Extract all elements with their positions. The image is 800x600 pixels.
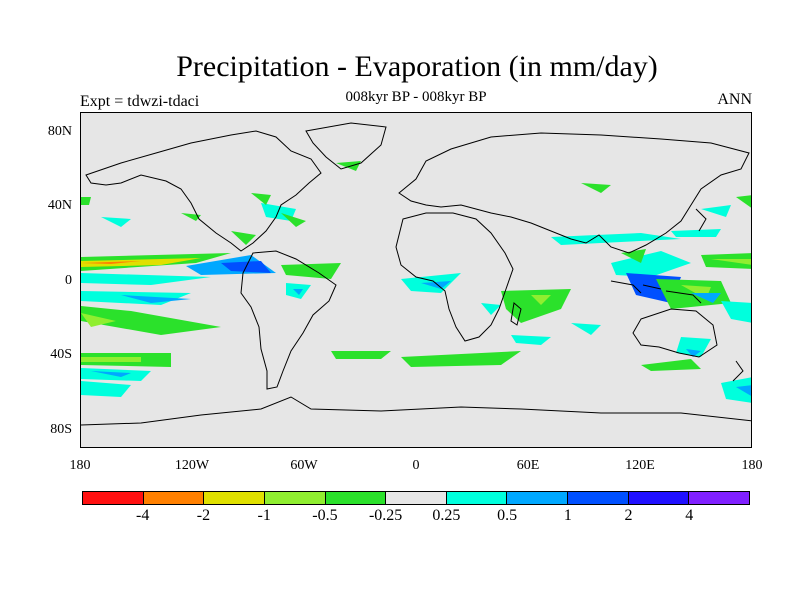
anomaly-patch — [91, 371, 131, 377]
anomaly-patch — [81, 306, 221, 335]
anomaly-patch — [121, 295, 191, 303]
colorbar-label: 1 — [563, 507, 572, 524]
anomaly-patch — [281, 213, 306, 227]
coastline-south-america — [240, 250, 337, 390]
anomaly-patch — [81, 313, 116, 327]
lon-label-0: 0 — [412, 458, 420, 473]
experiment-label: Expt = tdwzi-tdaci — [80, 93, 200, 110]
anomaly-patch — [501, 289, 571, 323]
lat-label-40n: 40N — [47, 198, 72, 213]
anomaly-patch — [481, 303, 501, 315]
coastline-new-zealand — [732, 360, 744, 382]
coastline-australia — [632, 308, 718, 358]
anomaly-patch — [81, 273, 211, 285]
anomaly-patch — [571, 323, 601, 335]
colorbar-segment — [568, 492, 629, 504]
coastline-indonesia — [610, 280, 702, 304]
colorbar-segment — [507, 492, 569, 504]
lon-label-180w: 180 — [69, 458, 91, 473]
anomaly-patch — [736, 385, 751, 396]
anomaly-patch — [421, 281, 451, 289]
anomaly-patch — [641, 359, 701, 371]
colorbar-segment — [264, 492, 326, 504]
coastline-japan — [695, 208, 707, 232]
chart-title: Precipitation - Evaporation (in mm/day) — [176, 50, 658, 83]
anomaly-patch — [686, 349, 701, 357]
colorbar-segment — [689, 492, 750, 504]
anomaly-patch — [81, 381, 131, 397]
anomaly-patch — [293, 289, 303, 295]
anomaly-patch — [721, 301, 751, 323]
lat-label-40s: 40S — [50, 347, 72, 362]
coastline-greenland — [305, 122, 387, 170]
anomaly-patch — [736, 195, 751, 208]
map-plot — [80, 112, 752, 448]
lon-label-60e: 60E — [516, 458, 540, 473]
colorbar-label: 4 — [685, 507, 694, 524]
colorbar-label: -2 — [196, 507, 211, 524]
colorbar-label: -1 — [257, 507, 271, 524]
colorbar-segment — [325, 492, 387, 504]
season-label: ANN — [717, 91, 752, 108]
colorbar-label: 0.5 — [497, 507, 518, 524]
anomaly-patch — [81, 261, 141, 264]
anomaly-patch — [81, 258, 201, 267]
anomaly-patch — [81, 357, 141, 362]
lat-label-80n: 80N — [47, 124, 72, 139]
coastline-eurasia — [398, 132, 750, 254]
world-map — [81, 122, 751, 426]
anomaly-patch — [331, 351, 391, 359]
colorbar-label: 2 — [624, 507, 633, 524]
colorbar-label: 0.25 — [432, 507, 461, 524]
colorbar-label: -4 — [136, 507, 150, 524]
anomaly-patch — [231, 231, 256, 245]
colorbar-segment — [83, 492, 144, 504]
anomaly-patch — [251, 193, 271, 205]
anomaly-patch — [611, 251, 691, 277]
colorbar-segment — [386, 492, 447, 504]
anomaly-patch — [336, 161, 361, 171]
lon-label-60w: 60W — [290, 458, 318, 473]
anomaly-patch — [581, 183, 611, 193]
lat-label-80s: 80S — [50, 422, 72, 437]
anomaly-patch — [531, 295, 551, 305]
coastline-antarctica — [81, 396, 751, 426]
anomaly-patch — [81, 197, 91, 205]
anomaly-patch — [101, 217, 131, 227]
coastline-north-america — [85, 130, 322, 252]
anomaly-patch — [711, 259, 751, 265]
anomaly-patch — [181, 213, 201, 221]
coastline-africa — [395, 212, 514, 342]
anomaly-patch — [511, 335, 551, 345]
anomaly-fields — [81, 161, 751, 403]
anomaly-patch — [281, 263, 341, 279]
coastline-madagascar — [510, 302, 522, 326]
anomaly-patch — [691, 293, 721, 303]
lon-label-180e: 180 — [741, 458, 763, 473]
colorbar-segment — [204, 492, 265, 504]
anomaly-patch — [676, 337, 711, 357]
lon-label-120e: 120E — [625, 458, 655, 473]
colorbar-segment — [143, 492, 205, 504]
colorbar-segment — [628, 492, 690, 504]
anomaly-patch — [671, 229, 721, 237]
anomaly-patch — [401, 351, 521, 367]
lon-label-120w: 120W — [174, 458, 210, 473]
anomaly-patch — [721, 377, 751, 403]
lat-label-0: 0 — [65, 273, 72, 288]
colorbar — [82, 491, 750, 505]
chart-subtitle: 008kyr BP - 008kyr BP — [345, 89, 487, 105]
colorbar-label: -0.5 — [312, 507, 338, 524]
coastlines — [81, 122, 751, 426]
colorbar-segment — [446, 492, 508, 504]
anomaly-patch — [701, 205, 731, 217]
colorbar-label: -0.25 — [368, 507, 403, 524]
